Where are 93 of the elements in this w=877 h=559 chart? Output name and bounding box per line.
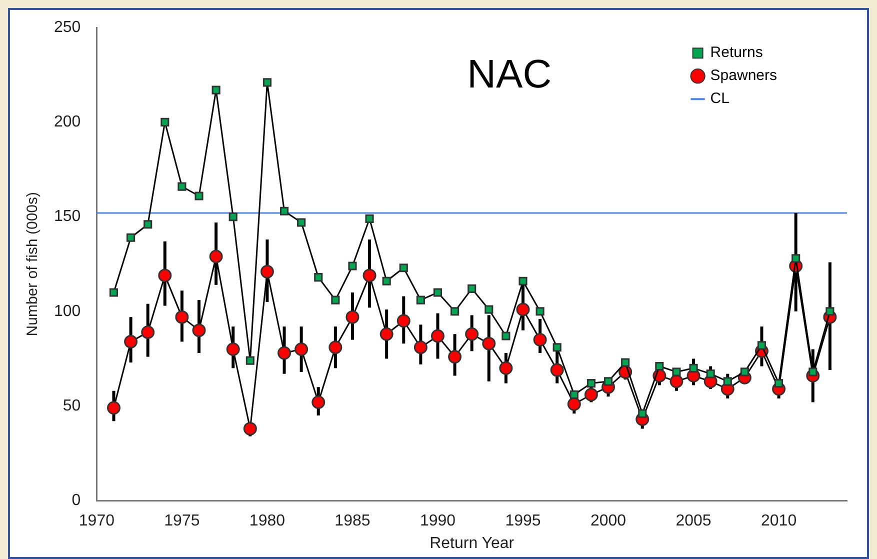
point bbox=[536, 307, 544, 316]
point bbox=[604, 377, 613, 386]
point bbox=[533, 333, 547, 347]
point bbox=[158, 268, 172, 282]
point bbox=[212, 86, 220, 94]
point bbox=[294, 342, 308, 356]
legend-label: Returns bbox=[710, 44, 763, 62]
x-tick-label: 1970 bbox=[78, 512, 115, 530]
point bbox=[314, 273, 323, 282]
x-tick-label: 1980 bbox=[249, 512, 286, 530]
point bbox=[209, 250, 223, 264]
y-tick-label: 150 bbox=[54, 208, 81, 226]
point bbox=[144, 220, 152, 229]
point bbox=[243, 422, 257, 436]
point bbox=[706, 370, 715, 378]
point bbox=[228, 212, 238, 222]
y-tick-label: 200 bbox=[54, 114, 81, 131]
point bbox=[297, 218, 306, 227]
point bbox=[502, 332, 510, 340]
legend-label: Spawners bbox=[710, 67, 777, 84]
point bbox=[723, 377, 732, 386]
point bbox=[194, 192, 204, 200]
x-tick-label: 2000 bbox=[590, 512, 626, 530]
point bbox=[482, 336, 496, 350]
point bbox=[160, 118, 170, 126]
y-tick-label: 50 bbox=[62, 397, 81, 414]
point bbox=[280, 206, 289, 216]
point bbox=[672, 368, 681, 376]
point bbox=[621, 358, 630, 367]
point bbox=[328, 340, 342, 354]
point bbox=[757, 341, 766, 350]
point bbox=[262, 78, 272, 87]
point bbox=[312, 395, 326, 409]
point bbox=[365, 214, 374, 223]
x-axis-title: Return Year bbox=[430, 534, 515, 552]
point bbox=[107, 401, 120, 415]
point bbox=[826, 307, 834, 316]
point bbox=[126, 233, 136, 242]
point bbox=[689, 364, 698, 372]
point bbox=[584, 388, 598, 402]
point bbox=[740, 368, 749, 376]
point bbox=[774, 379, 784, 388]
y-axis-title: Number of fish (000s) bbox=[24, 192, 42, 336]
point bbox=[362, 268, 376, 282]
point bbox=[638, 409, 647, 418]
point bbox=[586, 379, 596, 388]
point bbox=[346, 310, 360, 324]
point bbox=[550, 363, 564, 377]
point bbox=[399, 264, 408, 272]
point bbox=[448, 350, 462, 364]
point bbox=[260, 264, 274, 278]
point bbox=[570, 390, 578, 399]
point bbox=[192, 324, 206, 338]
point bbox=[396, 314, 410, 328]
point bbox=[468, 284, 476, 293]
point bbox=[178, 182, 186, 191]
point bbox=[499, 361, 513, 375]
point bbox=[465, 327, 479, 341]
point bbox=[552, 343, 562, 352]
point bbox=[484, 305, 494, 314]
y-tick-label: 100 bbox=[54, 302, 81, 320]
y-tick-label: 0 bbox=[72, 492, 81, 510]
point bbox=[226, 342, 240, 356]
point bbox=[331, 296, 340, 304]
point bbox=[792, 254, 800, 263]
point bbox=[516, 302, 530, 316]
point bbox=[124, 334, 138, 348]
x-tick-label: 2005 bbox=[676, 512, 712, 530]
x-tick-label: 1990 bbox=[420, 512, 456, 530]
point bbox=[414, 340, 428, 354]
x-tick-label: 2010 bbox=[760, 512, 797, 530]
y-tick-label: 250 bbox=[54, 19, 81, 36]
point bbox=[348, 262, 357, 270]
point bbox=[246, 356, 254, 365]
point bbox=[175, 310, 189, 324]
point bbox=[109, 288, 118, 297]
x-tick-label: 1975 bbox=[164, 512, 200, 530]
point bbox=[450, 307, 460, 316]
point bbox=[416, 296, 425, 304]
point bbox=[380, 327, 394, 341]
point bbox=[567, 397, 581, 411]
point bbox=[141, 325, 155, 339]
legend-label: CL bbox=[710, 90, 730, 108]
point bbox=[382, 276, 391, 286]
point bbox=[655, 362, 664, 371]
x-tick-label: 1995 bbox=[505, 512, 541, 530]
x-tick-label: 1985 bbox=[334, 512, 370, 530]
point bbox=[430, 329, 444, 343]
point bbox=[278, 346, 292, 360]
point bbox=[518, 276, 528, 286]
point bbox=[670, 374, 684, 388]
annotation: NAC bbox=[467, 52, 552, 97]
point bbox=[433, 288, 442, 297]
